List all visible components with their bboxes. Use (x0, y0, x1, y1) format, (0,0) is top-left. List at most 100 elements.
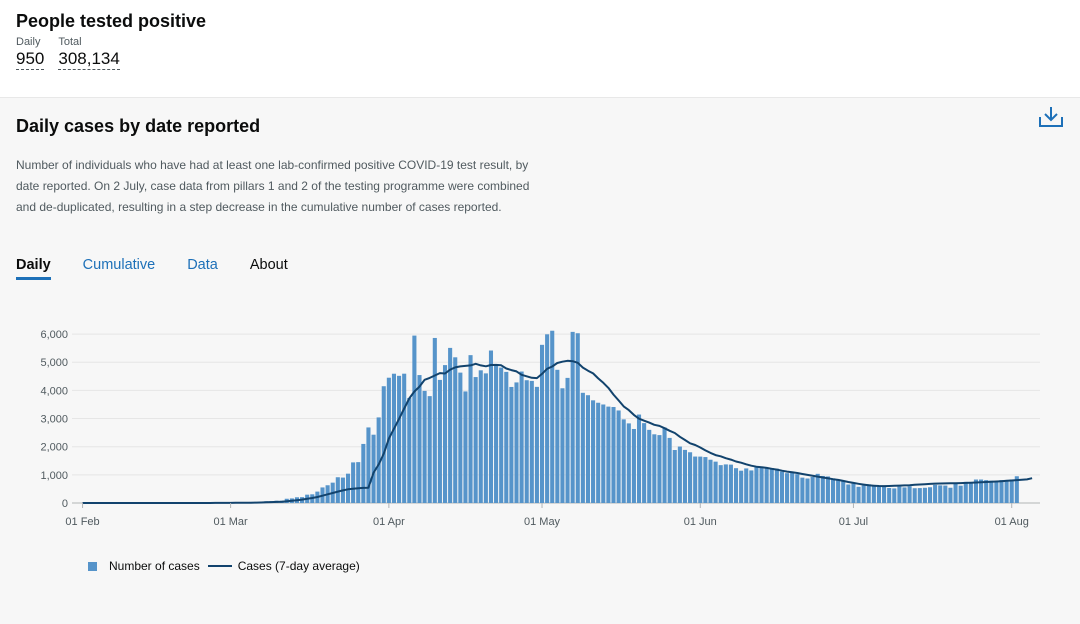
case-bar (432, 337, 437, 503)
case-bar (902, 487, 907, 503)
legend-line-swatch (207, 565, 232, 567)
case-bar (667, 437, 672, 503)
case-bar (698, 456, 703, 503)
chart-description: Number of individuals who have had at le… (16, 158, 530, 214)
case-bar (422, 390, 427, 503)
case-bar (560, 388, 565, 503)
total-value[interactable]: 308,134 (58, 49, 120, 70)
case-bar (636, 414, 642, 503)
case-bar (968, 482, 973, 503)
case-bar (1014, 476, 1019, 503)
y-tick-label: 5,000 (40, 357, 68, 369)
case-bar (887, 488, 892, 503)
case-bar (882, 486, 887, 503)
case-bar (779, 471, 785, 503)
case-bar (948, 487, 953, 503)
case-bar (631, 428, 636, 503)
case-bar (397, 375, 402, 503)
x-tick-label: 01 Apr (373, 516, 405, 528)
case-bar (958, 485, 963, 503)
x-tick-label: 01 Mar (213, 516, 248, 528)
case-bar (391, 373, 397, 503)
case-bar (488, 350, 494, 503)
case-bar (371, 434, 376, 503)
case-bar (509, 386, 514, 503)
case-bar (739, 470, 744, 503)
case-bar (907, 486, 912, 503)
total-metric[interactable]: Total 308,134 (58, 36, 120, 70)
case-bar (407, 397, 412, 503)
daily-metric[interactable]: Daily 950 (16, 36, 45, 70)
case-bar (846, 484, 851, 503)
x-tick-label: 01 Jun (684, 516, 717, 528)
case-bar (458, 372, 463, 503)
tab-cumulative[interactable]: Cumulative (82, 257, 156, 273)
case-bar (565, 377, 570, 503)
case-bar (657, 435, 662, 503)
case-bar (876, 486, 882, 503)
case-bar (1009, 479, 1014, 503)
y-tick-label: 4,000 (40, 385, 68, 397)
case-bar (912, 488, 917, 503)
case-bar (953, 483, 958, 503)
case-bar (963, 481, 968, 503)
download-icon[interactable] (1038, 104, 1064, 128)
case-bar (764, 467, 769, 503)
case-bar (596, 402, 601, 503)
case-bar (534, 386, 539, 503)
case-bar (836, 479, 841, 503)
case-bar (611, 406, 616, 503)
case-bar (356, 462, 361, 503)
case-bar (376, 417, 381, 503)
case-bar (381, 386, 386, 503)
case-bar (744, 468, 749, 503)
case-bar (366, 427, 371, 503)
case-bar (570, 331, 575, 503)
case-bar (601, 404, 606, 503)
chart-card-title: Daily cases by date reported (16, 116, 261, 136)
case-bar (856, 486, 861, 503)
case-bar (999, 480, 1004, 503)
case-bar (994, 480, 999, 503)
legend-line-label: Cases (7-day average) (237, 559, 360, 573)
case-bar (795, 474, 800, 503)
case-bar (652, 434, 657, 503)
case-bar (468, 355, 473, 503)
case-bar (545, 334, 550, 503)
case-bar (453, 357, 458, 503)
tab-about[interactable]: About (249, 257, 288, 273)
case-bar (805, 478, 810, 503)
case-bar (841, 480, 846, 503)
case-bar (979, 479, 984, 503)
tab-data[interactable]: Data (187, 257, 218, 273)
case-bar (351, 462, 356, 503)
chart-card: Daily cases by date reported Number of i… (0, 97, 1080, 624)
case-bar (927, 487, 933, 503)
case-bar (483, 373, 488, 503)
case-bar (478, 370, 483, 503)
case-bar (810, 476, 815, 503)
case-bar (361, 443, 366, 503)
case-bar (718, 465, 723, 503)
case-bar (800, 477, 805, 503)
case-bar (933, 484, 938, 503)
case-bar (708, 459, 713, 503)
daily-value[interactable]: 950 (16, 49, 45, 70)
case-bar (402, 373, 407, 503)
daily-cases-chart: 0 1,000 2,000 3,000 4,000 5,000 6,000 01 Feb 01 … (40, 329, 1040, 528)
case-bar (815, 473, 820, 503)
case-bar (866, 484, 871, 503)
x-tick-label: 01 May (524, 516, 561, 528)
case-bar (943, 485, 948, 503)
headline-summary: People tested positive Daily 950 Total 3… (16, 10, 206, 70)
x-tick-label: 01 Feb (65, 516, 99, 528)
case-bar (606, 406, 611, 503)
case-bar (989, 480, 994, 503)
x-tick-label: 01 Aug (995, 516, 1029, 528)
tab-daily[interactable]: Daily (16, 257, 51, 280)
case-bar (769, 468, 774, 503)
case-bar (713, 461, 718, 503)
case-bar (790, 472, 795, 503)
case-bar (682, 449, 688, 503)
case-bar (830, 478, 836, 503)
